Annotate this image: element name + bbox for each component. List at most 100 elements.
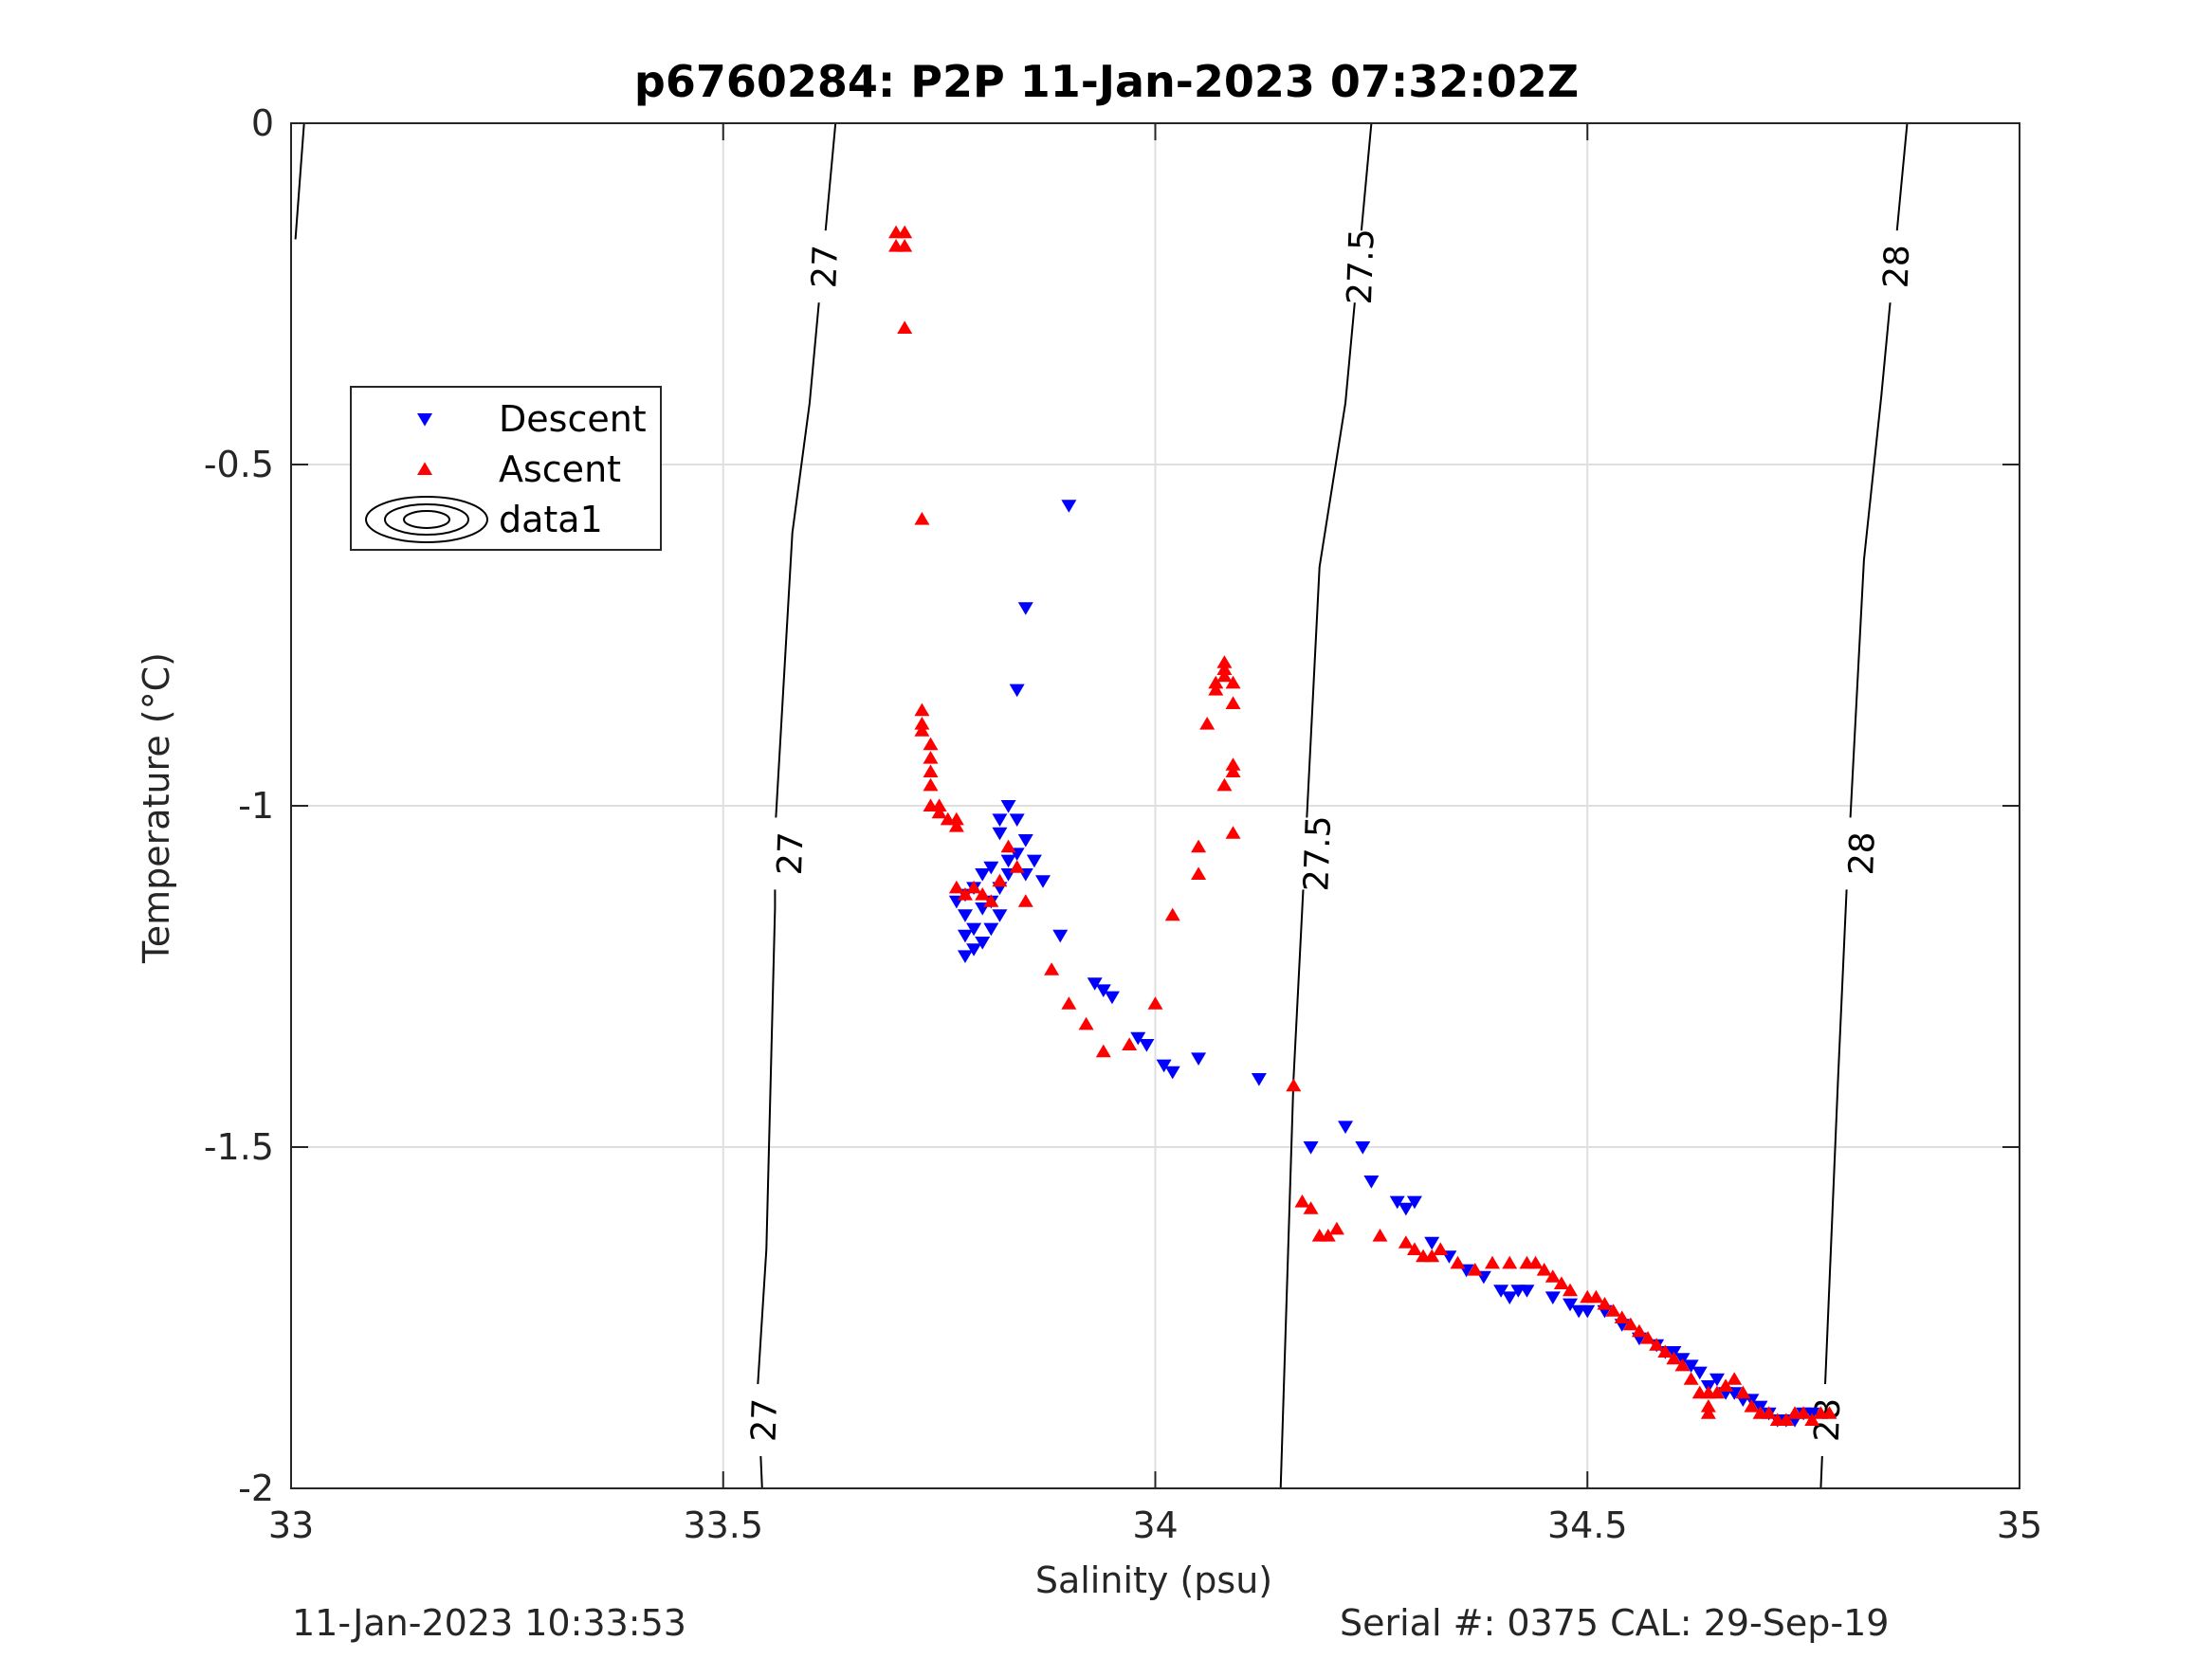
chart-title: p6760284: P2P 11-Jan-2023 07:32:02Z xyxy=(634,56,1579,107)
y-tick-label: -0.5 xyxy=(204,444,274,485)
descent-point xyxy=(1026,854,1042,868)
descent-point xyxy=(1251,1073,1267,1086)
contour-label-bg xyxy=(771,817,814,890)
descent-point xyxy=(957,909,973,922)
descent-point xyxy=(1389,1195,1405,1210)
ascent-point xyxy=(1216,655,1233,668)
contour-ellipse xyxy=(365,496,488,543)
ascent-point xyxy=(975,887,991,901)
ascent-point xyxy=(1424,1249,1440,1263)
descent-point xyxy=(1338,1121,1354,1134)
contour-27.5: 27.5 27.5 xyxy=(1279,122,1384,1489)
ascent-point xyxy=(914,723,930,737)
ascent-point xyxy=(1666,1351,1682,1365)
ascent-point xyxy=(1640,1331,1656,1344)
descent-point xyxy=(1009,813,1025,827)
ascent-point xyxy=(1320,1229,1336,1242)
x-tick-label: 34 xyxy=(1132,1504,1178,1546)
descent-point xyxy=(966,922,982,937)
ascent-point xyxy=(1433,1242,1449,1255)
ascent-point xyxy=(914,717,930,730)
ascent-point xyxy=(1778,1413,1794,1426)
ascent-point xyxy=(1735,1385,1751,1399)
grid xyxy=(290,122,2020,1489)
axes: 33 33.5 34 34.5 35 0 -0.5 -1 -1.5 -2 xyxy=(204,102,2042,1546)
ascent-point xyxy=(1683,1372,1699,1385)
ascent-point xyxy=(897,225,913,239)
ascent-point xyxy=(966,880,982,894)
descent-point xyxy=(1000,854,1016,868)
ascent-point xyxy=(1225,826,1241,839)
ascent-point xyxy=(1191,839,1207,853)
descent-point xyxy=(966,943,982,957)
contour-label: 27 xyxy=(805,245,846,289)
legend: Descent Ascent data1 xyxy=(350,386,662,551)
ascent-point xyxy=(1649,1338,1665,1351)
contour-label-bg xyxy=(806,230,849,303)
ascent-point xyxy=(1044,962,1060,975)
contour-label: 27.5 xyxy=(1297,815,1339,893)
ascent-point xyxy=(1614,1310,1630,1323)
descent-point xyxy=(1519,1285,1535,1298)
contour-line xyxy=(1819,122,1909,1489)
ascent-point xyxy=(1000,839,1016,853)
ascent-point xyxy=(1744,1399,1760,1413)
descent-point xyxy=(1398,1202,1414,1216)
ascent-point xyxy=(1588,1289,1604,1304)
contour-label: 28 xyxy=(1842,831,1883,876)
legend-descent-marker xyxy=(417,413,432,427)
ascent-point xyxy=(1796,1406,1812,1419)
x-tick-label: 33.5 xyxy=(683,1504,763,1546)
ascent-point xyxy=(1804,1413,1820,1426)
ascent-point xyxy=(1199,717,1216,730)
ascent-point xyxy=(1467,1263,1483,1276)
ascent-point xyxy=(1700,1399,1716,1413)
descent-point xyxy=(1000,800,1016,813)
ascent-point xyxy=(1225,696,1241,709)
descent-point xyxy=(975,937,991,950)
descent-point xyxy=(1061,500,1077,513)
ascent-point xyxy=(1502,1255,1518,1269)
ascent-point xyxy=(1286,1078,1302,1092)
ascent-point xyxy=(897,239,913,252)
descent-point xyxy=(1104,991,1120,1005)
ascent-point xyxy=(1147,996,1163,1010)
descent-point xyxy=(1130,1031,1146,1046)
descent-point xyxy=(1355,1141,1371,1155)
ascent-point xyxy=(931,805,947,819)
ascent-point xyxy=(1398,1235,1414,1249)
contour-label-bg xyxy=(745,1384,788,1456)
ascent-point xyxy=(1563,1283,1579,1297)
ascent-point xyxy=(948,880,964,894)
legend-ascent-marker xyxy=(417,462,432,475)
legend-box xyxy=(350,386,662,551)
contour-line xyxy=(294,122,305,240)
ascent-point xyxy=(1294,1194,1310,1208)
descent-point xyxy=(957,950,973,963)
descent-point xyxy=(957,929,973,943)
ascent-point xyxy=(1225,757,1241,771)
descent-point xyxy=(1052,929,1069,943)
footer-timestamp: 11-Jan-2023 10:33:53 xyxy=(292,1602,686,1644)
contour-label-bg xyxy=(1877,230,1920,303)
legend-contour-icon xyxy=(365,496,488,543)
ascent-point xyxy=(1009,860,1025,873)
legend-label-descent: Descent xyxy=(499,398,647,440)
ascent-point xyxy=(1328,1221,1344,1235)
ascent-point xyxy=(1191,866,1207,880)
descent-point xyxy=(1191,1052,1207,1066)
contour-label-bg xyxy=(1298,817,1341,890)
descent-point xyxy=(1691,1366,1708,1380)
ascent-point xyxy=(1657,1344,1673,1358)
ascent-point xyxy=(1017,894,1033,907)
descent-point xyxy=(975,868,991,882)
ascent-point xyxy=(1122,1037,1138,1050)
ascent-point xyxy=(1718,1378,1734,1392)
ascent-point xyxy=(1095,1044,1111,1058)
y-tick-label: -1.5 xyxy=(204,1126,274,1168)
x-axis-label: Salinity (psu) xyxy=(1035,1559,1272,1601)
ascent-point xyxy=(1700,1406,1716,1419)
